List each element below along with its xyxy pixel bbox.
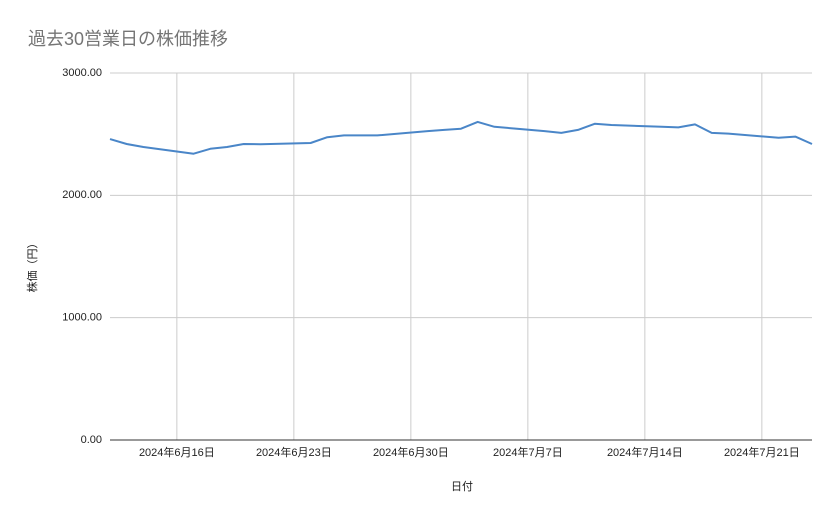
x-tick-label: 2024年7月14日	[607, 445, 683, 459]
x-axis-label: 日付	[451, 480, 473, 493]
chart-title: 過去30営業日の株価推移	[28, 29, 228, 49]
y-tick-label: 0.00	[81, 434, 102, 446]
x-tick-label: 2024年6月23日	[256, 445, 332, 459]
y-tick-label: 3000.00	[62, 67, 102, 79]
y-tick-label: 2000.00	[62, 189, 102, 201]
x-tick-label: 2024年6月30日	[373, 445, 449, 459]
y-tick-label: 1000.00	[62, 312, 102, 324]
x-tick-label: 2024年7月7日	[493, 445, 563, 459]
x-tick-label: 2024年6月16日	[139, 445, 215, 459]
data-line	[109, 120, 813, 155]
y-axis-label: 株価（円）	[25, 238, 39, 293]
x-tick-label: 2024年7月21日	[724, 445, 800, 459]
